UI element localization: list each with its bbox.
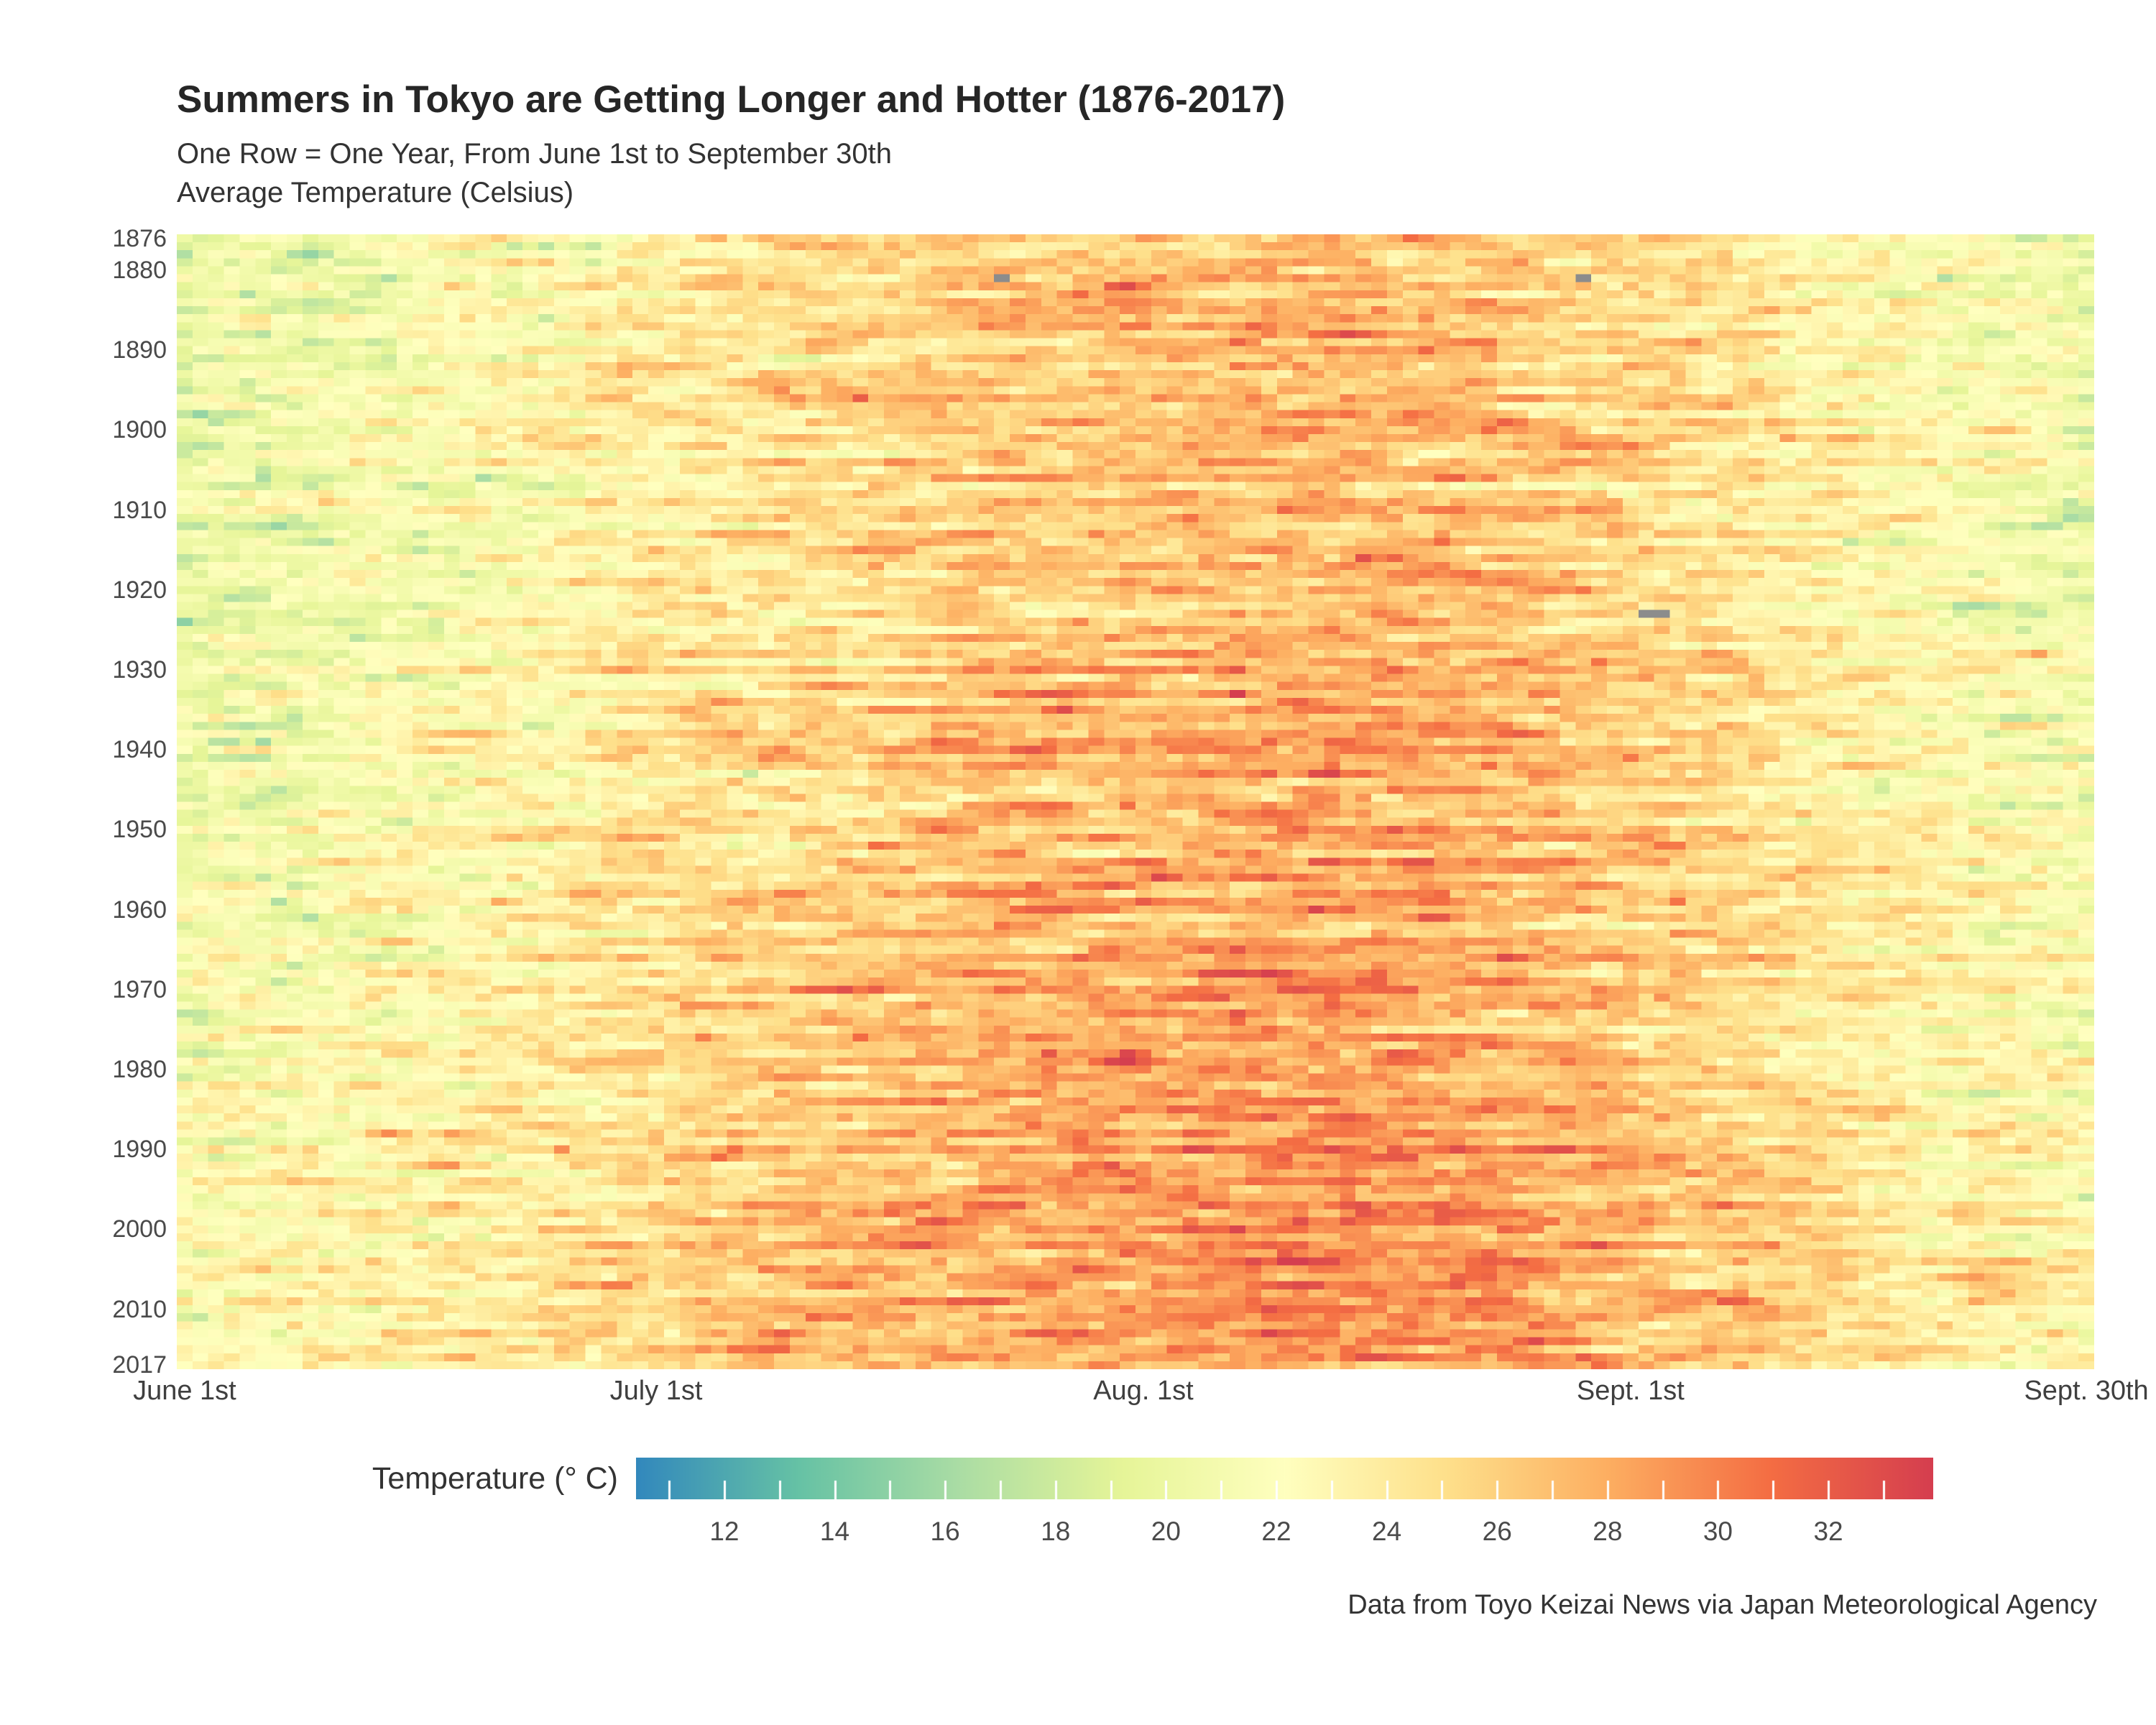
x-axis-tick-label: Sept. 30th bbox=[2024, 1376, 2149, 1406]
x-axis-tick-label: Aug. 1st bbox=[1093, 1376, 1194, 1406]
heatmap-canvas bbox=[177, 234, 2094, 1369]
chart-subtitle-rows: One Row = One Year, From June 1st to Sep… bbox=[177, 138, 893, 170]
colorbar-tick-label: 12 bbox=[709, 1517, 740, 1546]
y-axis-tick-label: 2010 bbox=[112, 1295, 167, 1323]
y-axis-tick-label: 1910 bbox=[112, 496, 167, 524]
y-axis-tick-label: 1920 bbox=[112, 576, 167, 604]
colorbar-label: Temperature (° C) bbox=[372, 1460, 618, 1496]
chart-subtitle-units: Average Temperature (Celsius) bbox=[177, 177, 574, 208]
colorbar-gradient bbox=[636, 1458, 1933, 1499]
y-axis-tick-label: 1960 bbox=[112, 896, 167, 924]
x-axis-tick-label: June 1st bbox=[133, 1376, 236, 1406]
y-axis-tick-label: 1900 bbox=[112, 416, 167, 444]
colorbar-tick-label: 18 bbox=[1041, 1517, 1071, 1546]
colorbar-tick-label: 24 bbox=[1372, 1517, 1402, 1546]
y-axis-tick-label: 1940 bbox=[112, 736, 167, 764]
chart-title: Summers in Tokyo are Getting Longer and … bbox=[177, 78, 1286, 121]
colorbar-tick-label: 32 bbox=[1813, 1517, 1843, 1546]
y-axis-tick-label: 2017 bbox=[112, 1351, 167, 1379]
data-source-caption: Data from Toyo Keizai News via Japan Met… bbox=[1348, 1590, 2097, 1620]
y-axis-tick-label: 1950 bbox=[112, 816, 167, 844]
colorbar-tick-label: 22 bbox=[1261, 1517, 1291, 1546]
y-axis-tick-label: 2000 bbox=[112, 1215, 167, 1243]
colorbar-tick-label: 28 bbox=[1593, 1517, 1623, 1546]
y-axis-tick-label: 1876 bbox=[112, 224, 167, 252]
y-axis-tick-label: 1890 bbox=[112, 336, 167, 364]
x-axis-tick-label: July 1st bbox=[609, 1376, 703, 1406]
x-axis-tick-label: Sept. 1st bbox=[1576, 1376, 1685, 1406]
colorbar-tick-label: 14 bbox=[819, 1517, 850, 1546]
y-axis-tick-label: 1990 bbox=[112, 1136, 167, 1164]
colorbar-tick-label: 16 bbox=[930, 1517, 960, 1546]
colorbar-tick-label: 20 bbox=[1151, 1517, 1181, 1546]
y-axis-tick-label: 1880 bbox=[112, 257, 167, 285]
y-axis-tick-label: 1970 bbox=[112, 975, 167, 1003]
colorbar-tick-label: 30 bbox=[1703, 1517, 1733, 1546]
colorbar-tick-label: 26 bbox=[1482, 1517, 1512, 1546]
y-axis-tick-label: 1980 bbox=[112, 1056, 167, 1083]
y-axis-tick-label: 1930 bbox=[112, 656, 167, 684]
